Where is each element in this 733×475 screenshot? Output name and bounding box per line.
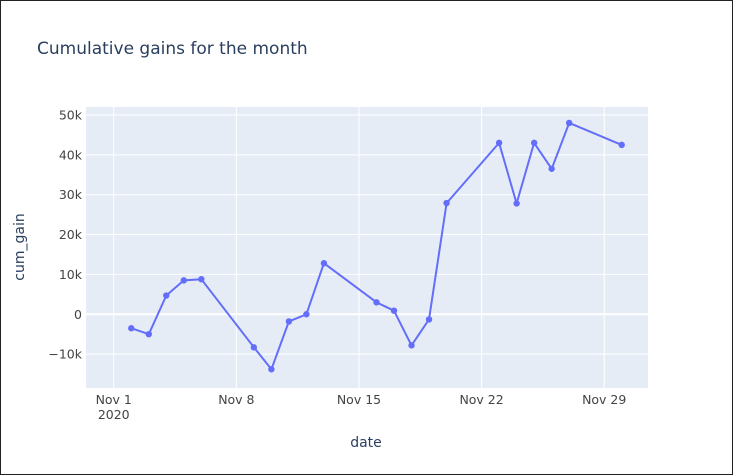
- y-tick-label: 0: [74, 307, 82, 322]
- data-point: [513, 200, 520, 207]
- plot-area: [86, 107, 648, 388]
- x-tick-label: Nov 1: [96, 392, 132, 407]
- data-point: [530, 139, 538, 147]
- y-axis-title: cum_gain: [12, 213, 28, 280]
- chart-title: Cumulative gains for the month: [37, 39, 308, 59]
- grid-lines: [86, 107, 648, 388]
- data-point: [198, 275, 205, 283]
- data-point: [443, 199, 450, 207]
- y-tick-label: −10k: [48, 347, 82, 362]
- data-point: [548, 165, 555, 172]
- x-tick-label: Nov 15: [337, 392, 381, 407]
- y-tick-label: 40k: [59, 147, 83, 162]
- y-tick-label: 50k: [59, 107, 83, 122]
- x-tick-label: Nov 8: [218, 392, 254, 407]
- data-point: [285, 318, 293, 325]
- data-point: [618, 141, 625, 149]
- data-point: [495, 139, 503, 147]
- data-point: [128, 325, 135, 332]
- data-point: [425, 316, 433, 323]
- data-point: [145, 330, 152, 338]
- data-point: [180, 277, 188, 284]
- data-point: [163, 292, 170, 299]
- y-tick-labels: −10k 0 10k 20k 30k 40k 50k: [48, 107, 82, 361]
- x-tick-label: Nov 22: [459, 392, 503, 407]
- data-point: [320, 260, 328, 267]
- y-tick-label: 10k: [59, 267, 83, 282]
- data-point: [373, 299, 380, 306]
- x-axis-title: date: [350, 435, 382, 451]
- data-point: [390, 307, 398, 314]
- data-point: [408, 342, 415, 349]
- data-point: [250, 344, 258, 351]
- data-point: [268, 366, 275, 373]
- y-tick-label: 30k: [59, 187, 83, 202]
- data-point: [303, 311, 310, 318]
- series-markers: [128, 119, 625, 373]
- x-tick-year-label: 2020: [98, 407, 130, 422]
- data-point: [565, 119, 573, 127]
- y-tick-label: 20k: [59, 227, 83, 242]
- x-tick-label: Nov 29: [582, 392, 626, 407]
